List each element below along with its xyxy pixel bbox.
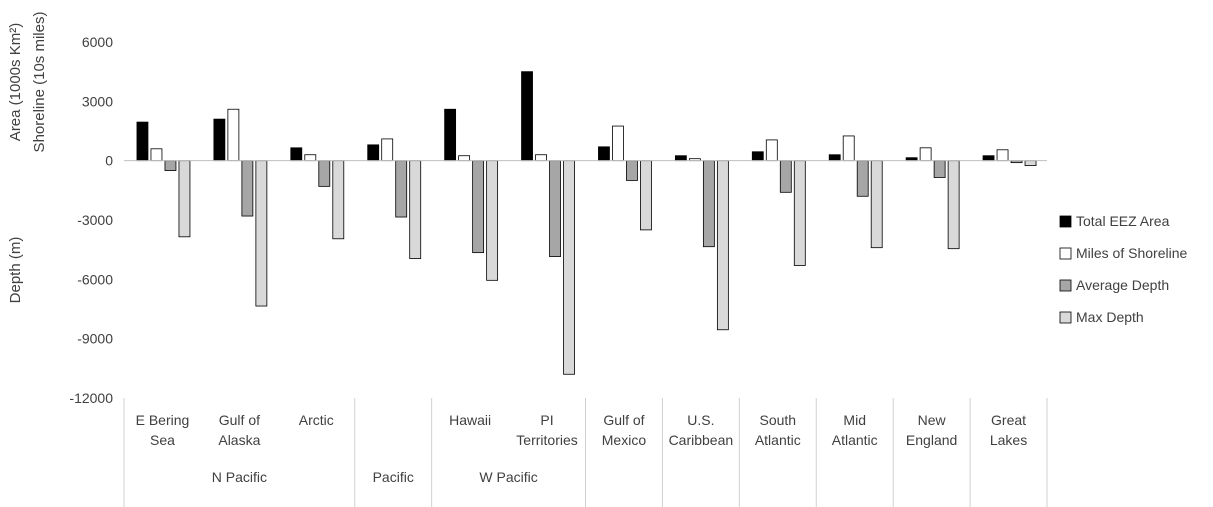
x-category-label: Mexico [602,432,647,448]
bar [290,147,303,162]
bar [164,160,177,171]
x-category-label: England [906,432,957,448]
y-tick-label: 0 [105,153,113,169]
bar [856,160,869,197]
y-tick-label: 6000 [82,34,113,50]
bar [150,148,163,162]
legend-label: Average Depth [1076,277,1169,293]
bars [136,71,1037,375]
bar [842,135,855,162]
bar [409,160,422,259]
legend-label: Max Depth [1076,309,1144,325]
bar [395,160,408,218]
bar [458,155,471,162]
bar [947,160,960,250]
bar [640,160,652,231]
bar [751,151,764,162]
x-axis: E Bering Sea Gulf of Alaska Arctic Hawaii PI Te… [123,398,1048,507]
bar [213,118,226,162]
x-category-label: Alaska [218,432,260,448]
bar [933,160,946,178]
x-category-label: New [918,412,947,428]
bar [381,138,394,162]
x-category-label: Arctic [299,412,334,428]
bar [779,160,792,193]
y-tick-label: 3000 [82,93,113,109]
legend-label: Miles of Shoreline [1076,245,1187,261]
x-category-label: Atlantic [755,432,801,448]
legend: Total EEZ Area Miles of Shoreline Average … [1059,213,1187,325]
x-category-label: Mid [843,412,866,428]
bar [472,160,485,254]
y-tick-label: -9000 [77,331,113,347]
bar [444,108,457,162]
x-category-label: South [759,412,796,428]
bar [563,160,575,375]
y-tick-label: -3000 [77,212,113,228]
x-group-label: Pacific [373,469,414,485]
bar [996,149,1009,162]
bar [367,144,380,162]
y-axis-labels: Area (1000s Km²) Shoreline (10s miles) Dep… [7,12,48,304]
y-axis-ticks: 6000 3000 0 -3000 -6000 -9000 -12000 [69,34,113,406]
bar [178,160,191,238]
bar [828,154,841,162]
bar [793,160,806,266]
bar [1024,160,1037,167]
x-category-label: Territories [516,432,577,448]
legend-swatch [1059,247,1072,260]
bar [241,160,254,217]
bar [598,146,610,162]
bar [612,125,624,162]
bar [626,160,638,181]
bar [486,160,499,281]
legend-swatch [1059,279,1072,292]
x-group-label: N Pacific [212,469,267,485]
bar [674,155,687,162]
bar [304,154,317,162]
legend-label: Total EEZ Area [1076,213,1170,229]
x-category-label: Great [991,412,1026,428]
bar [549,160,561,257]
x-category-label: Atlantic [832,432,878,448]
bar [870,160,883,249]
x-category-label: Lakes [990,432,1027,448]
x-category-label: Gulf of [603,412,644,428]
bar [535,154,547,162]
bar [227,108,240,162]
legend-swatch [1059,215,1072,228]
x-category-label: Hawaii [449,412,491,428]
x-category-label: U.S. [687,412,714,428]
y-axis-title-line: Area (1000s Km²) [7,23,24,141]
bar [318,160,331,187]
bar [136,121,149,162]
bar [982,155,995,162]
x-group-label: W Pacific [479,469,537,485]
legend-swatch [1059,311,1072,324]
bar [332,160,345,240]
bar [255,160,268,307]
bar [702,160,715,248]
y-tick-label: -12000 [69,390,113,406]
y-axis-title-line: Shoreline (10s miles) [31,12,48,153]
x-category-label: PI [540,412,553,428]
y-axis-title-depth: Depth (m) [7,237,24,304]
x-category-label: E Bering [136,412,190,428]
x-category-label: Caribbean [669,432,734,448]
x-category-label: Sea [150,432,175,448]
x-category-label: Gulf of [219,412,260,428]
bar [765,139,778,162]
bar [919,147,932,162]
y-tick-label: -6000 [77,271,113,287]
bar [716,160,729,331]
bar [521,71,533,162]
